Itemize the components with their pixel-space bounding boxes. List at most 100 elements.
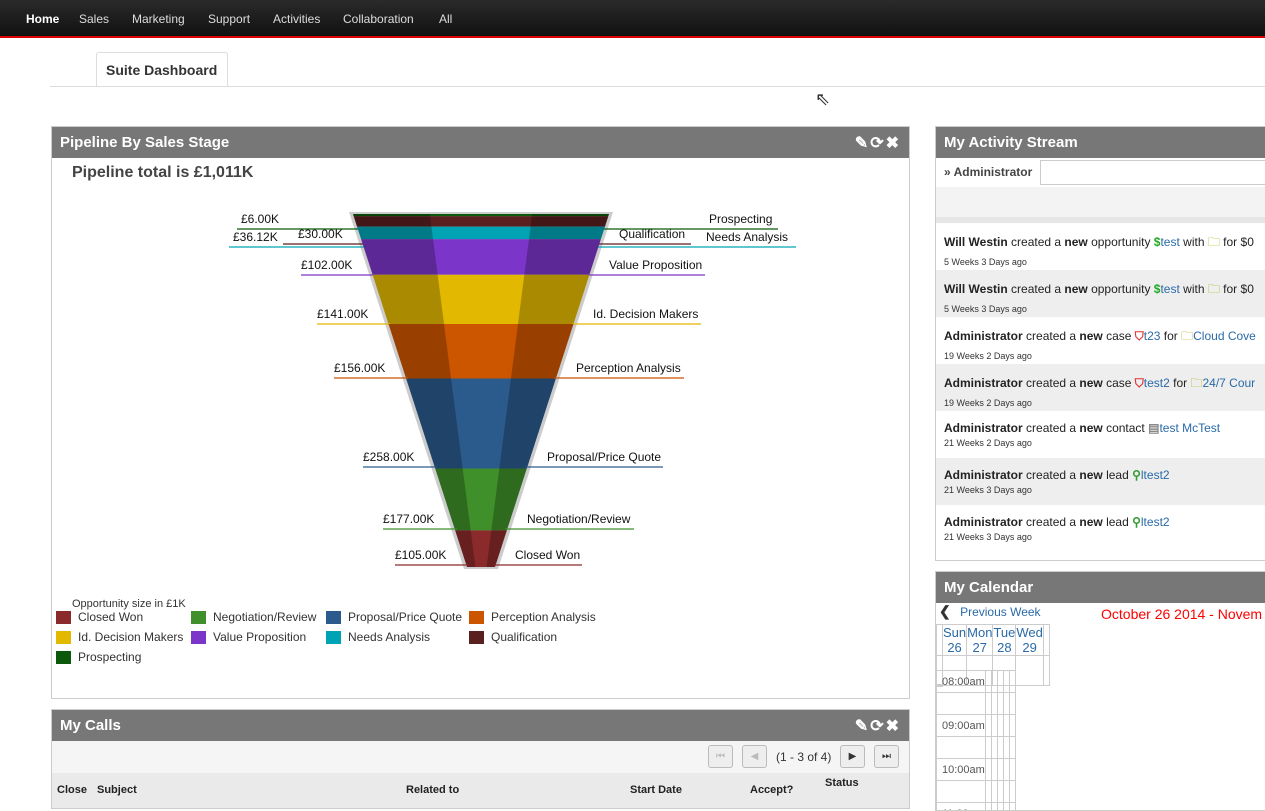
nav-sales[interactable]: Sales: [79, 12, 109, 26]
activity-link[interactable]: test: [1160, 235, 1179, 249]
legend-label: Negotiation/Review: [213, 610, 316, 624]
column-start-date[interactable]: Start Date: [630, 784, 682, 796]
activity-link[interactable]: t23: [1144, 329, 1161, 343]
account-icon: 🗀: [1181, 329, 1193, 343]
activity-link[interactable]: ltest2: [1141, 515, 1170, 529]
funnel-value-label: £258.00K: [363, 450, 414, 464]
funnel-stage-label: Prospecting: [709, 212, 772, 226]
nav-home[interactable]: Home: [26, 12, 59, 26]
dashlet-title: My Activity Stream: [944, 134, 1078, 151]
mouse-cursor-icon: ⇖: [815, 89, 830, 110]
activity-time: 5 Weeks 3 Days ago: [944, 257, 1258, 267]
time-label: 09:00am: [937, 715, 986, 737]
top-nav: Home Sales Marketing Support Activities …: [0, 0, 1265, 38]
chart-legend: Closed Won Negotiation/Review Proposal/Pri…: [56, 610, 609, 664]
funnel-value-label: £6.00K: [241, 212, 279, 226]
activity-link[interactable]: test: [1160, 282, 1179, 296]
legend-item[interactable]: Qualification: [469, 630, 609, 644]
account-icon: 🗀: [1190, 376, 1202, 390]
activity-user: Administrator: [954, 165, 1033, 179]
activity-time: 19 Weeks 2 Days ago: [944, 398, 1258, 408]
legend-item[interactable]: Needs Analysis: [326, 630, 469, 644]
dashlet-header: My Activity Stream: [936, 127, 1265, 158]
legend-item[interactable]: Closed Won: [56, 610, 191, 624]
legend-swatch: [56, 611, 71, 624]
nav-all[interactable]: All: [439, 12, 452, 26]
nav-activities[interactable]: Activities: [273, 12, 320, 26]
legend-label: Closed Won: [78, 610, 143, 624]
first-page-button[interactable]: ⏮: [708, 745, 733, 768]
funnel-value-label: £30.00K: [298, 227, 343, 241]
close-icon[interactable]: ✖: [886, 718, 901, 735]
day-header: Sun 26: [943, 625, 967, 656]
dashlet-header: My Calls ✎⟳✖: [52, 710, 909, 741]
calendar-times: 08:00am 09:00am 10:00am 11:00am: [936, 670, 1016, 811]
time-label: 11:00am: [937, 803, 986, 811]
activity-item: Administrator created a new case ⛉test2 …: [936, 364, 1265, 411]
nav-marketing[interactable]: Marketing: [132, 12, 185, 26]
activity-time: 19 Weeks 2 Days ago: [944, 351, 1258, 361]
activity-item: Administrator created a new case ⛉t23 fo…: [936, 317, 1265, 364]
calls-dashlet: My Calls ✎⟳✖ ⏮ ◀ (1 - 3 of 4) ▶ ⏭ Close …: [51, 709, 910, 809]
activity-time: 5 Weeks 3 Days ago: [944, 304, 1258, 314]
activity-link[interactable]: Cloud Cove: [1193, 329, 1256, 343]
legend-item[interactable]: Value Proposition: [191, 630, 326, 644]
activity-actor: Administrator: [944, 515, 1023, 529]
pagination-text: (1 - 3 of 4): [776, 750, 831, 764]
legend-item[interactable]: Prospecting: [56, 650, 191, 664]
legend-swatch: [326, 611, 341, 624]
activity-post-input[interactable]: [1040, 160, 1265, 185]
last-page-button[interactable]: ⏭: [874, 745, 899, 768]
funnel-value-label: £105.00K: [395, 548, 446, 562]
time-label: 08:00am: [937, 671, 986, 693]
legend-item[interactable]: Id. Decision Makers: [56, 630, 191, 644]
time-label: 10:00am: [937, 759, 986, 781]
calendar-dashlet: My Calendar ❮ Previous Week October 26 2…: [935, 571, 1265, 811]
activity-time: 21 Weeks 3 Days ago: [944, 485, 1258, 495]
column-status[interactable]: Status: [825, 777, 859, 789]
funnel-value-label: £156.00K: [334, 361, 385, 375]
refresh-icon[interactable]: ⟳: [870, 718, 885, 735]
legend-swatch: [56, 631, 71, 644]
legend-item[interactable]: Proposal/Price Quote: [326, 610, 469, 624]
prev-page-button[interactable]: ◀: [742, 745, 767, 768]
legend-label: Perception Analysis: [491, 610, 596, 624]
legend-item[interactable]: Perception Analysis: [469, 610, 609, 624]
column-related-to: Related to: [406, 784, 459, 796]
collapse-icon[interactable]: »: [944, 165, 951, 179]
legend-label: Value Proposition: [213, 630, 306, 644]
previous-week-link[interactable]: ❮ Previous Week: [939, 603, 1041, 620]
funnel-stage-label: Negotiation/Review: [527, 512, 630, 526]
calendar-range: October 26 2014 - Novem: [1101, 606, 1262, 622]
activity-item: Administrator created a new contact ▤tes…: [936, 411, 1265, 458]
dashlet-title: My Calendar: [944, 579, 1033, 596]
next-page-button[interactable]: ▶: [840, 745, 865, 768]
tab-suite-dashboard[interactable]: Suite Dashboard: [96, 52, 228, 86]
activity-link[interactable]: ltest2: [1141, 468, 1170, 482]
column-close: Close: [57, 784, 87, 796]
activity-link[interactable]: 24/7 Cour: [1202, 376, 1255, 390]
activity-link[interactable]: test McTest: [1159, 421, 1220, 435]
activity-link[interactable]: test2: [1144, 376, 1170, 390]
activity-actor: Will Westin: [944, 282, 1008, 296]
legend-label: Prospecting: [78, 650, 141, 664]
activity-actor: Administrator: [944, 468, 1023, 482]
funnel-stage-label: Value Proposition: [609, 258, 702, 272]
pipeline-dashlet: Pipeline By Sales Stage ✎⟳✖ Pipeline tot…: [51, 126, 910, 699]
funnel-stage-label: Perception Analysis: [576, 361, 681, 375]
nav-support[interactable]: Support: [208, 12, 250, 26]
funnel-stage-label: Closed Won: [515, 548, 580, 562]
legend-label: Proposal/Price Quote: [348, 610, 462, 624]
funnel-chart: [51, 126, 901, 601]
lead-icon: ⚲: [1132, 515, 1141, 529]
case-icon: ⛉: [1135, 376, 1144, 390]
column-subject[interactable]: Subject: [97, 784, 137, 796]
edit-icon[interactable]: ✎: [855, 718, 870, 735]
legend-item[interactable]: Negotiation/Review: [191, 610, 326, 624]
column-accept: Accept?: [750, 784, 793, 796]
dashlet-header: My Calendar: [936, 572, 1265, 603]
funnel-value-label: £177.00K: [383, 512, 434, 526]
legend-label: Id. Decision Makers: [78, 630, 183, 644]
tab-divider: [50, 86, 1265, 87]
nav-collaboration[interactable]: Collaboration: [343, 12, 414, 26]
